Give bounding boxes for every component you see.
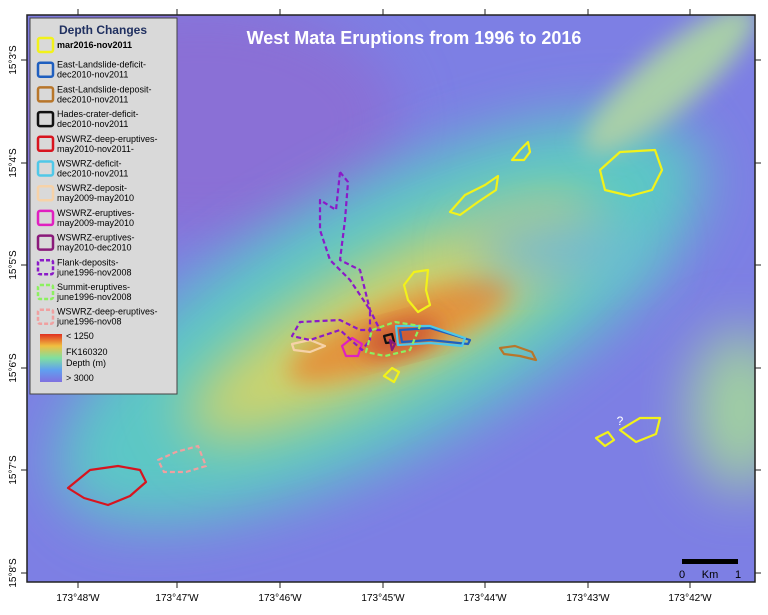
outline bbox=[448, 174, 500, 217]
map-frame bbox=[26, 14, 756, 583]
latitude-label: 15°5'S bbox=[8, 250, 19, 280]
legend-label: Flank-deposits- bbox=[57, 257, 119, 267]
latitude-label: 15°6'S bbox=[8, 353, 19, 383]
longitude-label: 173°46'W bbox=[258, 593, 302, 604]
outline bbox=[156, 444, 208, 474]
legend-label: East-Landslide-deposit- bbox=[57, 84, 152, 94]
legend-swatch bbox=[36, 184, 55, 202]
legend-label: dec2010-nov2011 bbox=[57, 94, 128, 104]
legend-label: Summit-eruptives- bbox=[57, 282, 130, 292]
annotation: ? bbox=[617, 414, 624, 428]
outline bbox=[498, 344, 538, 362]
legend-swatch bbox=[36, 259, 55, 276]
legend-swatch bbox=[36, 110, 55, 128]
outline bbox=[594, 416, 662, 448]
outline bbox=[388, 338, 397, 352]
outline bbox=[364, 320, 422, 358]
outline bbox=[398, 326, 472, 346]
legend-label: dec2010-nov2011 bbox=[57, 70, 128, 80]
legend-swatch bbox=[36, 135, 55, 153]
legend-label: WSWRZ-deposit- bbox=[57, 183, 127, 193]
legend-label: dec2010-nov2011 bbox=[57, 119, 128, 129]
legend-label: Hades-crater-deficit- bbox=[57, 109, 139, 119]
legend-swatch bbox=[36, 308, 55, 325]
legend-swatch bbox=[36, 61, 55, 78]
scale-bar: 0 Km 1 bbox=[679, 559, 741, 581]
outline bbox=[402, 268, 432, 314]
legend-label: may2009-may2010 bbox=[57, 218, 134, 228]
legend-label: WSWRZ-deep-eruptives- bbox=[57, 134, 158, 144]
legend-label: WSWRZ-deficit- bbox=[57, 159, 122, 169]
outline bbox=[290, 170, 382, 352]
scale-end: 1 bbox=[735, 569, 741, 581]
legend-label: june1996-nov2008 bbox=[56, 267, 132, 277]
outline bbox=[394, 324, 467, 348]
legend-swatch bbox=[36, 234, 55, 251]
legend-label: WSWRZ-eruptives- bbox=[57, 208, 135, 218]
scale-bar-line bbox=[682, 559, 738, 564]
legend-title: Depth Changes bbox=[59, 23, 147, 37]
legend-label: WSWRZ-deep-eruptives- bbox=[57, 307, 158, 317]
colorbar bbox=[40, 334, 62, 382]
legend-label: WSWRZ-eruptives- bbox=[57, 233, 135, 243]
legend-swatch bbox=[36, 160, 55, 177]
scale-start: 0 bbox=[679, 569, 685, 581]
map-title: West Mata Eruptions from 1996 to 2016 bbox=[247, 28, 582, 48]
legend-label: june1996-nov2008 bbox=[56, 292, 132, 302]
longitude-label: 173°43'W bbox=[566, 593, 610, 604]
legend-label: may2010-nov2011- bbox=[57, 144, 134, 154]
legend-swatch bbox=[36, 283, 55, 301]
latitude-label: 15°4'S bbox=[8, 148, 19, 178]
legend-label: june1996-nov08 bbox=[56, 317, 122, 327]
legend-swatch bbox=[36, 209, 55, 227]
outline bbox=[382, 366, 401, 384]
legend-box bbox=[29, 17, 178, 395]
outline bbox=[290, 338, 327, 354]
legend-label: East-Landslide-deficit- bbox=[57, 60, 146, 70]
colorbar-name: FK160320 bbox=[66, 347, 108, 357]
latitude-label: 15°3'S bbox=[8, 45, 19, 75]
colorbar-unit: Depth (m) bbox=[66, 358, 106, 368]
outlines bbox=[66, 140, 664, 507]
legend-label: may2009-may2010 bbox=[57, 193, 134, 203]
legend-swatch bbox=[36, 36, 55, 54]
outline bbox=[510, 140, 532, 162]
legend-label: mar2016-nov2011 bbox=[57, 40, 132, 50]
colorbar-bottom: > 3000 bbox=[66, 373, 94, 383]
longitude-label: 173°48'W bbox=[56, 593, 100, 604]
latitude-label: 15°8'S bbox=[8, 558, 19, 588]
legend: Depth Changes < 1250 FK160320 Depth (m) … bbox=[29, 17, 178, 395]
legend-label: may2010-dec2010 bbox=[57, 243, 132, 253]
longitude-label: 173°47'W bbox=[155, 593, 199, 604]
legend-swatch bbox=[36, 86, 55, 103]
longitude-label: 173°45'W bbox=[361, 593, 405, 604]
legend-label: dec2010-nov2011 bbox=[57, 169, 128, 179]
latitude-label: 15°7'S bbox=[8, 455, 19, 485]
longitude-label: 173°42'W bbox=[668, 593, 712, 604]
scale-unit: Km bbox=[702, 569, 719, 581]
longitude-label: 173°44'W bbox=[463, 593, 507, 604]
outline bbox=[598, 148, 664, 198]
outline bbox=[66, 464, 148, 507]
colorbar-top: < 1250 bbox=[66, 331, 94, 341]
